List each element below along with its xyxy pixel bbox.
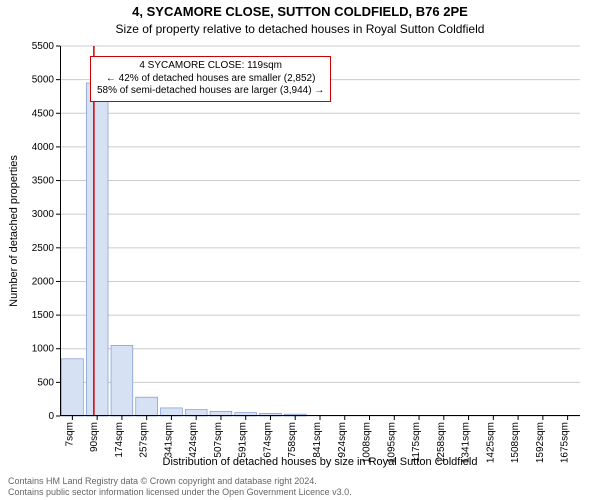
chart-subtitle: Size of property relative to detached ho… (0, 22, 600, 36)
ytick-label: 5500 (32, 41, 55, 52)
ytick-label: 2000 (32, 276, 55, 287)
chart-title: 4, SYCAMORE CLOSE, SUTTON COLDFIELD, B76… (0, 4, 600, 19)
y-axis-label: Number of detached properties (6, 46, 22, 416)
xtick-label: 507sqm (213, 422, 224, 458)
annotation-line3: 58% of semi-detached houses are larger (… (97, 85, 324, 98)
plot-border (60, 46, 580, 416)
xtick-label: 90sqm (89, 422, 100, 452)
annotation-line1: 4 SYCAMORE CLOSE: 119sqm (97, 60, 324, 73)
x-axis-label: Distribution of detached houses by size … (60, 456, 580, 468)
ytick-label: 4500 (32, 108, 55, 119)
marker-annotation: 4 SYCAMORE CLOSE: 119sqm ← 42% of detach… (90, 56, 331, 102)
footer-line2: Contains public sector information licen… (8, 487, 352, 498)
xtick-label: 758sqm (287, 422, 298, 458)
xtick-label: 7sqm (64, 422, 75, 446)
ytick-label: 0 (48, 411, 54, 422)
xtick-label: 424sqm (188, 422, 199, 458)
chart-plot-area: 0500100015002000250030003500400045005000… (60, 46, 580, 416)
footer-attribution: Contains HM Land Registry data © Crown c… (8, 476, 352, 498)
xtick-label: 924sqm (337, 422, 348, 458)
xtick-label: 591sqm (238, 422, 249, 458)
ytick-label: 500 (37, 377, 54, 388)
ytick-label: 3000 (32, 209, 55, 220)
xtick-label: 341sqm (163, 422, 174, 458)
ytick-label: 2500 (32, 243, 55, 254)
footer-line1: Contains HM Land Registry data © Crown c… (8, 476, 352, 487)
ytick-label: 5000 (32, 75, 55, 86)
xtick-label: 841sqm (312, 422, 323, 458)
xtick-label: 674sqm (262, 422, 273, 458)
xtick-label: 257sqm (139, 422, 150, 458)
ytick-label: 1000 (32, 344, 55, 355)
annotation-line2: ← 42% of detached houses are smaller (2,… (97, 73, 324, 86)
ytick-label: 1500 (32, 310, 55, 321)
xtick-label: 174sqm (114, 422, 125, 458)
ytick-label: 4000 (32, 142, 55, 153)
ytick-label: 3500 (32, 176, 55, 187)
